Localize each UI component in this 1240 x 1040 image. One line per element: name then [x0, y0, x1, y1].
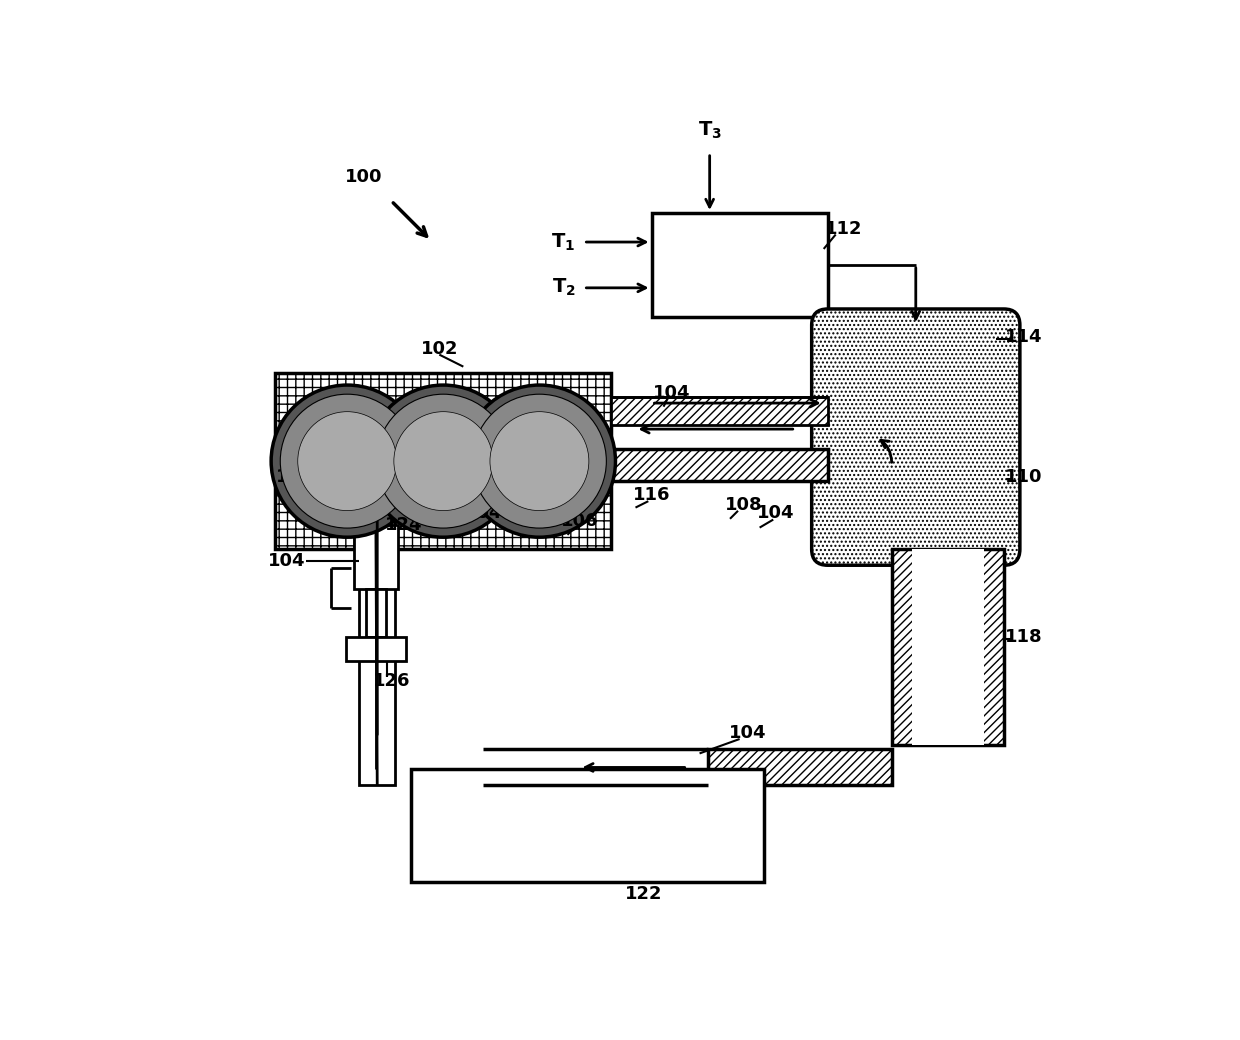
- Bar: [360, 482, 396, 785]
- Text: 104: 104: [729, 725, 766, 743]
- Circle shape: [280, 394, 414, 528]
- Text: $\mathbf{T_3}$: $\mathbf{T_3}$: [698, 120, 722, 140]
- Text: $\mathbf{T_1}$: $\mathbf{T_1}$: [552, 231, 575, 253]
- Text: 108: 108: [725, 496, 763, 514]
- Text: 104: 104: [268, 552, 306, 570]
- Text: 116: 116: [632, 486, 671, 503]
- FancyArrowPatch shape: [880, 440, 892, 463]
- Text: 106: 106: [560, 512, 598, 530]
- Circle shape: [367, 385, 520, 538]
- Bar: [353, 482, 398, 510]
- Text: 102: 102: [420, 340, 458, 358]
- Text: 122: 122: [625, 885, 662, 903]
- FancyArrowPatch shape: [329, 450, 376, 471]
- Circle shape: [394, 412, 492, 511]
- Bar: [651, 213, 827, 317]
- Circle shape: [377, 394, 510, 528]
- Bar: [911, 549, 983, 746]
- Circle shape: [490, 412, 589, 511]
- Text: 112: 112: [825, 219, 863, 238]
- Circle shape: [464, 385, 615, 538]
- Text: 104: 104: [652, 384, 691, 402]
- Text: 100: 100: [345, 167, 382, 186]
- FancyBboxPatch shape: [812, 309, 1019, 566]
- Text: 114: 114: [1006, 328, 1043, 346]
- FancyArrowPatch shape: [455, 444, 515, 504]
- Text: 126: 126: [372, 672, 410, 691]
- Bar: [708, 750, 892, 785]
- Circle shape: [272, 385, 423, 538]
- Text: 110: 110: [1006, 468, 1043, 486]
- Text: 124: 124: [384, 516, 422, 535]
- Text: 128: 128: [277, 468, 314, 486]
- Text: 104: 104: [756, 504, 795, 522]
- Text: $\mathbf{T_2}$: $\mathbf{T_2}$: [552, 278, 575, 298]
- Text: 104: 104: [465, 504, 502, 522]
- Bar: [353, 525, 398, 590]
- Circle shape: [298, 412, 397, 511]
- Circle shape: [472, 394, 606, 528]
- Bar: [275, 373, 611, 549]
- Bar: [346, 638, 405, 661]
- Text: 120: 120: [413, 496, 450, 514]
- Bar: [611, 397, 827, 425]
- Bar: [892, 549, 1004, 746]
- Bar: [412, 770, 764, 882]
- Bar: [366, 590, 386, 638]
- Bar: [340, 449, 827, 482]
- Text: 118: 118: [1006, 628, 1043, 646]
